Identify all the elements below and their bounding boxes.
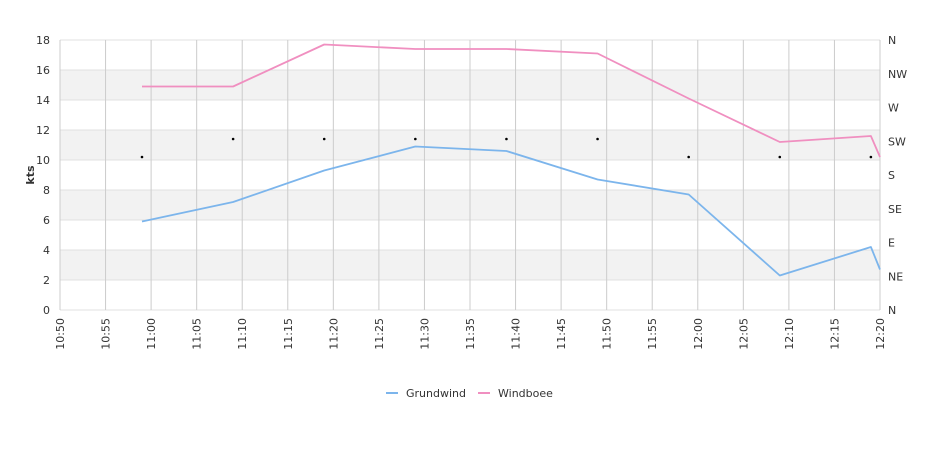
- y-tick-label: 8: [43, 184, 50, 197]
- direction-marker: [869, 155, 873, 159]
- series-line-grundwind: [141, 145, 881, 277]
- direction-tick-label: E: [888, 237, 895, 250]
- x-tick-label: 12:10: [783, 318, 796, 350]
- y-tick-label: 18: [36, 34, 50, 47]
- x-tick-label: 12:05: [737, 318, 750, 350]
- series-line-windboee: [142, 43, 881, 158]
- direction-marker: [505, 137, 508, 141]
- direction-tick-label: NE: [888, 270, 903, 283]
- direction-tick-label: NW: [888, 68, 907, 81]
- x-tick-label: 11:20: [327, 318, 340, 350]
- y-tick-label: 12: [36, 124, 50, 137]
- legend-label-windboee: Windboee: [498, 387, 553, 400]
- y-tick-label: 0: [43, 304, 50, 317]
- y-tick-label: 10: [36, 154, 50, 167]
- direction-tick-label: S: [888, 169, 895, 182]
- y-tick-label: 6: [43, 214, 50, 227]
- y-tick-label: 16: [36, 64, 50, 77]
- legend-label-grundwind: Grundwind: [406, 387, 466, 400]
- direction-marker: [596, 137, 599, 141]
- x-tick-label: 11:40: [510, 318, 523, 350]
- x-tick-label: 10:50: [54, 318, 67, 350]
- direction-marker: [778, 155, 782, 159]
- x-tick-label: 12:20: [874, 318, 887, 350]
- direction-tick-label: SW: [888, 135, 906, 148]
- direction-marker: [414, 137, 417, 141]
- direction-tick-label: W: [888, 102, 899, 115]
- direction-tick-label: N: [888, 304, 896, 317]
- x-tick-label: 12:15: [828, 318, 841, 350]
- x-tick-label: 12:00: [692, 318, 705, 350]
- x-tick-label: 11:30: [418, 318, 431, 350]
- direction-marker: [322, 137, 326, 141]
- y-tick-label: 2: [43, 274, 50, 287]
- x-tick-label: 10:55: [100, 318, 113, 350]
- direction-marker: [687, 155, 690, 159]
- direction-marker: [231, 137, 235, 141]
- y-tick-label: 4: [43, 244, 50, 257]
- direction-marker: [140, 155, 144, 159]
- x-tick-label: 11:35: [464, 318, 477, 350]
- x-tick-label: 11:25: [373, 318, 386, 350]
- direction-tick-label: SE: [888, 203, 902, 216]
- x-tick-label: 11:15: [282, 318, 295, 350]
- x-tick-label: 11:45: [555, 318, 568, 350]
- x-tick-label: 11:05: [191, 318, 204, 350]
- direction-tick-label: N: [888, 34, 896, 47]
- y-axis-title: kts: [24, 165, 37, 185]
- x-tick-label: 11:55: [646, 318, 659, 350]
- x-tick-label: 11:50: [601, 318, 614, 350]
- x-tick-label: 11:00: [145, 318, 158, 350]
- x-tick-label: 11:10: [236, 318, 249, 350]
- y-tick-label: 14: [36, 94, 50, 107]
